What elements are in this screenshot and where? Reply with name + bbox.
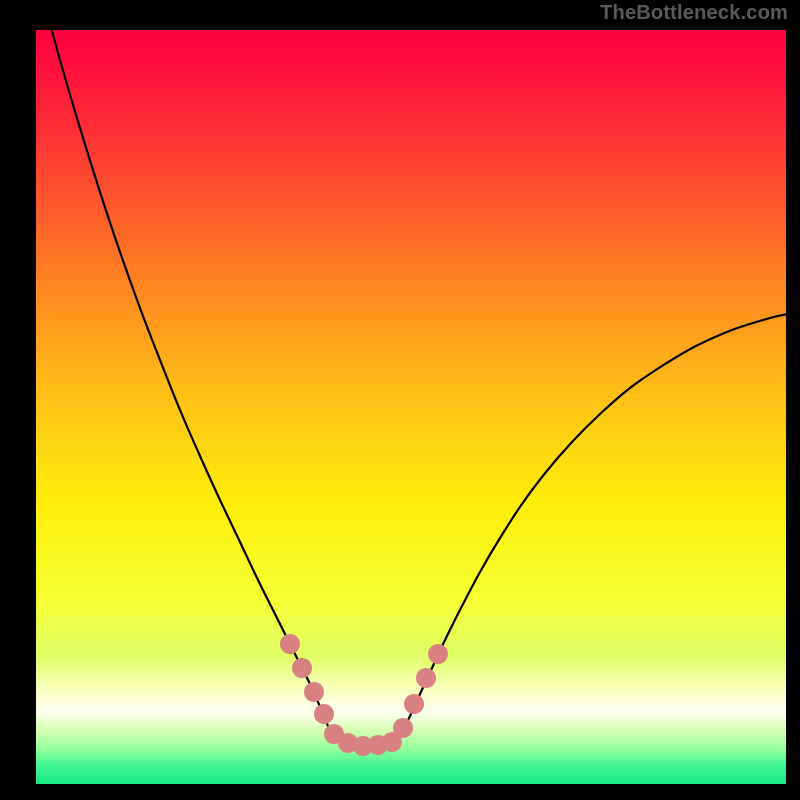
marker-dot — [314, 704, 334, 724]
marker-dot — [292, 658, 312, 678]
watermark-text: TheBottleneck.com — [600, 2, 788, 25]
marker-dot — [428, 644, 448, 664]
marker-dot — [280, 634, 300, 654]
bottleneck-curve — [42, 30, 786, 746]
marker-dot — [404, 694, 424, 714]
chart-svg — [36, 30, 786, 784]
marker-dot — [416, 668, 436, 688]
marker-dot — [304, 682, 324, 702]
marker-dot — [393, 718, 413, 738]
plot-area — [36, 30, 786, 784]
